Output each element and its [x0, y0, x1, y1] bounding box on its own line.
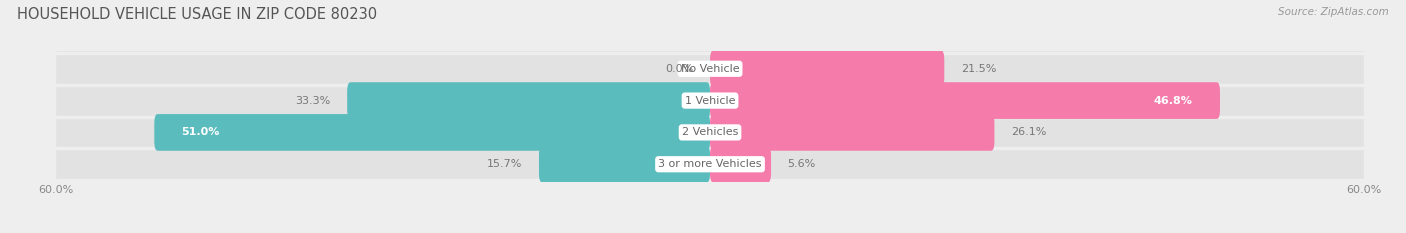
FancyBboxPatch shape: [710, 50, 945, 87]
Text: 26.1%: 26.1%: [1011, 127, 1046, 137]
FancyBboxPatch shape: [56, 73, 1364, 128]
Text: 5.6%: 5.6%: [787, 159, 815, 169]
Text: 15.7%: 15.7%: [488, 159, 523, 169]
FancyBboxPatch shape: [538, 146, 710, 183]
FancyBboxPatch shape: [710, 146, 770, 183]
Text: No Vehicle: No Vehicle: [681, 64, 740, 74]
FancyBboxPatch shape: [56, 137, 1364, 192]
Text: 33.3%: 33.3%: [295, 96, 330, 106]
Text: 0.0%: 0.0%: [665, 64, 693, 74]
FancyBboxPatch shape: [710, 82, 1220, 119]
Text: Source: ZipAtlas.com: Source: ZipAtlas.com: [1278, 7, 1389, 17]
FancyBboxPatch shape: [56, 105, 1364, 160]
Text: 51.0%: 51.0%: [181, 127, 219, 137]
Text: 46.8%: 46.8%: [1154, 96, 1192, 106]
FancyBboxPatch shape: [710, 114, 994, 151]
Text: 2 Vehicles: 2 Vehicles: [682, 127, 738, 137]
FancyBboxPatch shape: [56, 41, 1364, 96]
Text: HOUSEHOLD VEHICLE USAGE IN ZIP CODE 80230: HOUSEHOLD VEHICLE USAGE IN ZIP CODE 8023…: [17, 7, 377, 22]
Text: 21.5%: 21.5%: [960, 64, 995, 74]
Text: 3 or more Vehicles: 3 or more Vehicles: [658, 159, 762, 169]
FancyBboxPatch shape: [347, 82, 710, 119]
Text: 1 Vehicle: 1 Vehicle: [685, 96, 735, 106]
FancyBboxPatch shape: [155, 114, 710, 151]
